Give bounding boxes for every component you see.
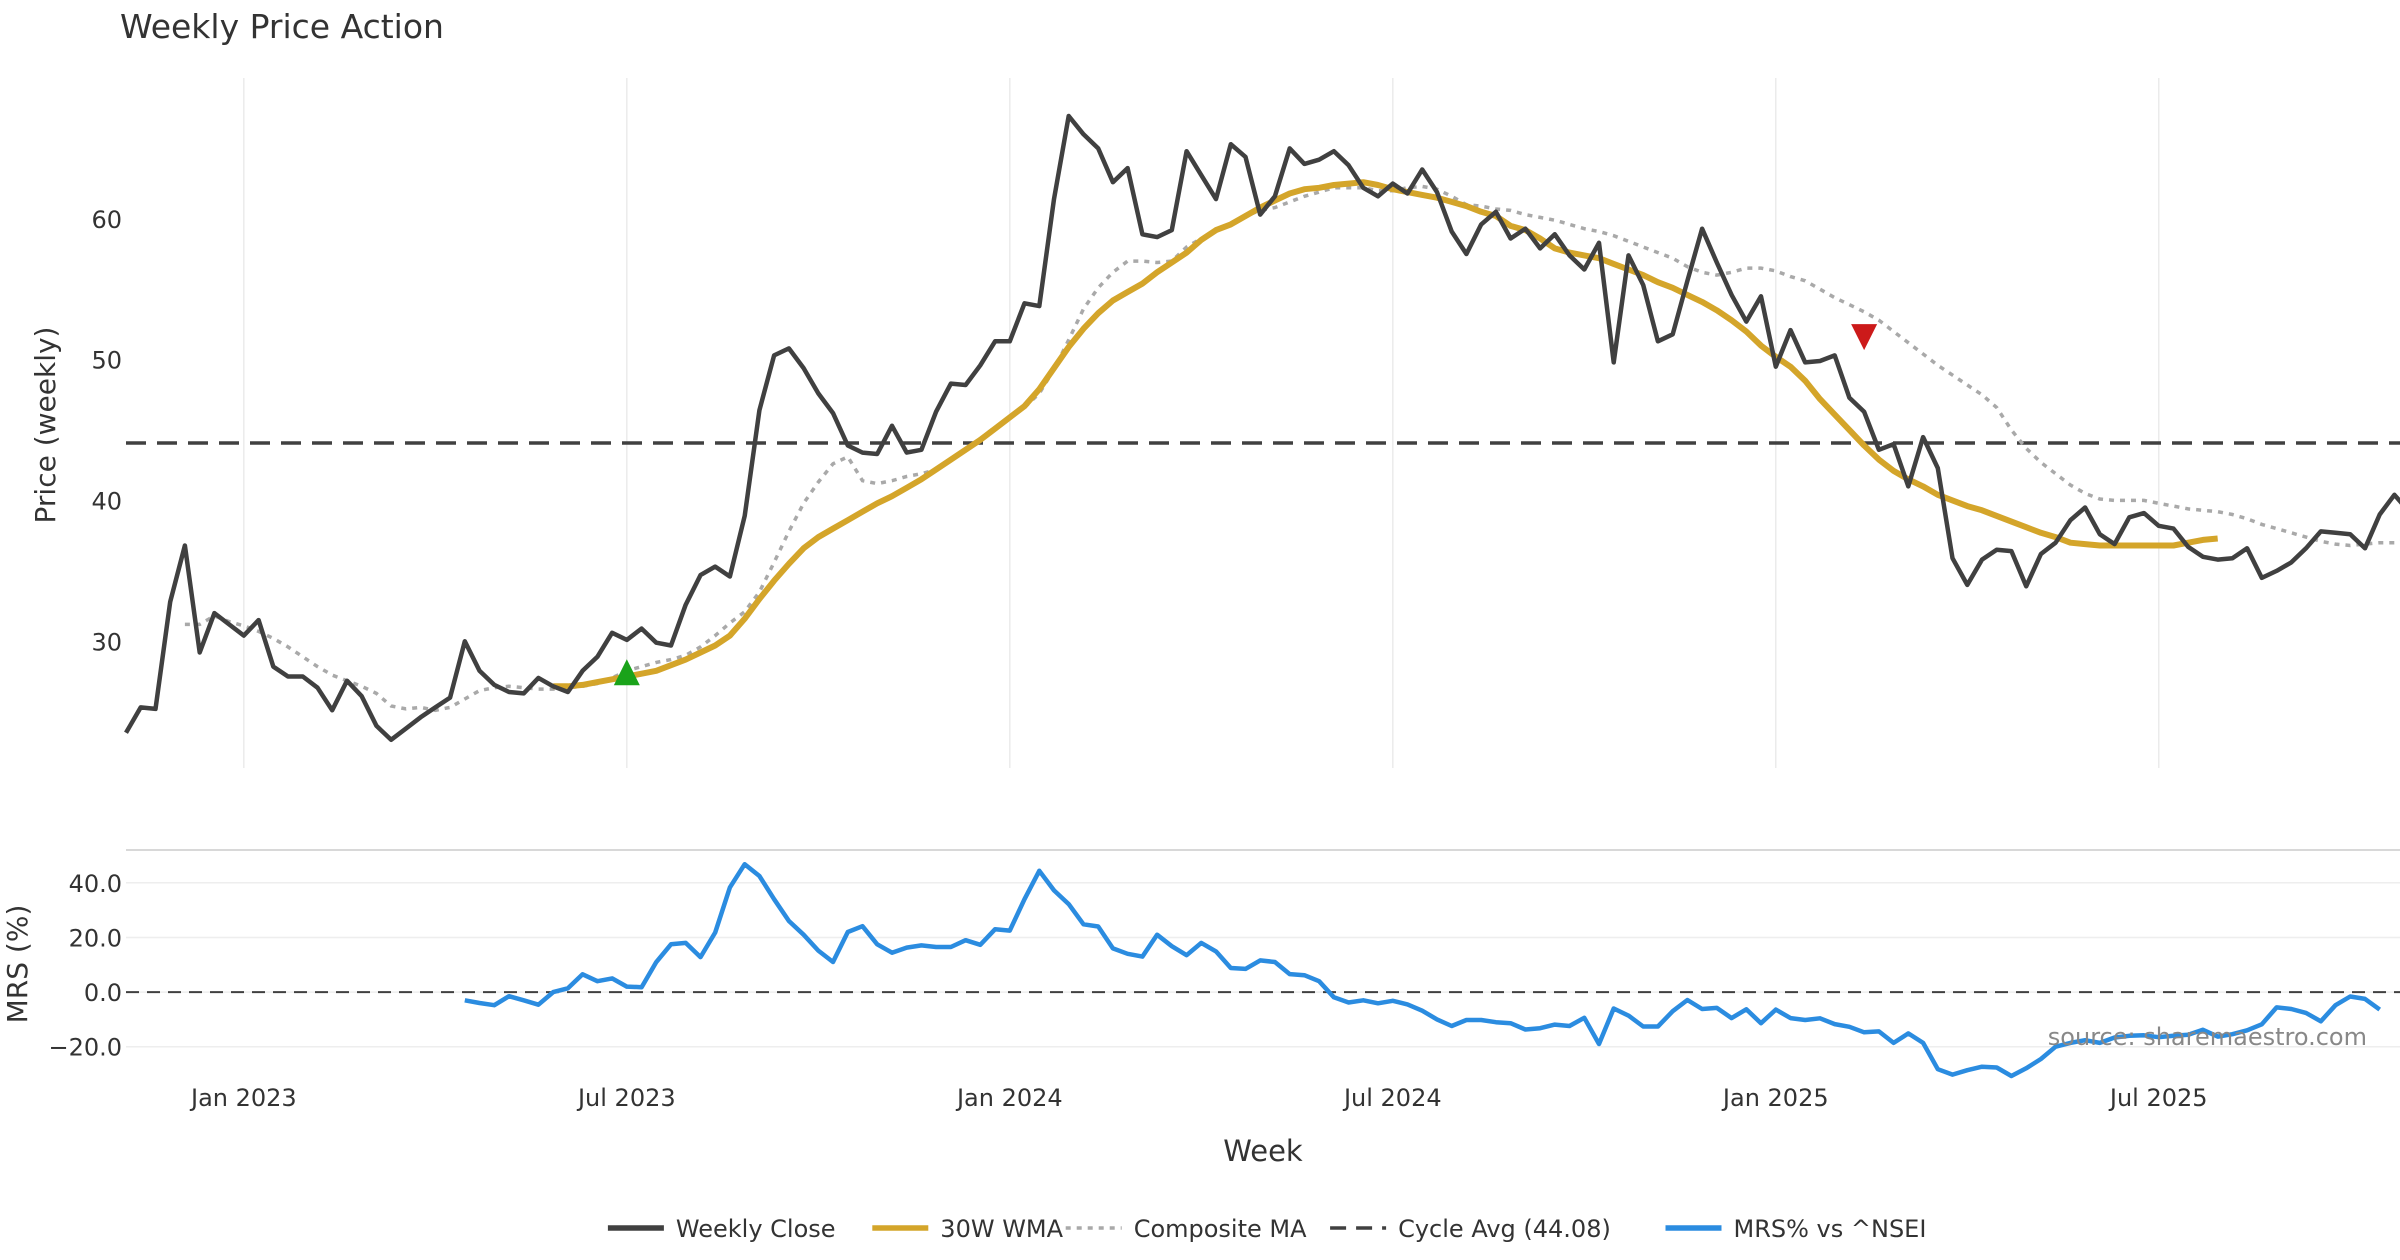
- legend: Weekly Close 30W WMA Composite MA Cycle Avg…: [607, 1215, 1927, 1243]
- price-gridlines: [243, 78, 2160, 768]
- price-y-tick-label: 40: [91, 487, 122, 515]
- x-tick-label: Jan 2025: [1721, 1084, 1829, 1112]
- mrs-line: [464, 861, 2382, 1079]
- x-tick-label: Jul 2023: [576, 1084, 676, 1112]
- legend-item: MRS% vs ^NSEI: [1665, 1215, 1927, 1243]
- price-panel: 30 40 50 60 Price (weekly): [29, 78, 2400, 768]
- sell-signal-marker: [1851, 324, 1878, 351]
- source-watermark: source: sharemaestro.com: [2048, 1023, 2367, 1051]
- wma-30w-line: [553, 179, 2218, 690]
- mrs-y-tick-label: 20.0: [69, 924, 122, 952]
- buy-signal-marker: [613, 659, 640, 686]
- mrs-y-axis-label: MRS (%): [1, 905, 34, 1024]
- legend-label: Composite MA: [1134, 1215, 1307, 1243]
- mrs-y-tick-label: −20.0: [48, 1034, 122, 1062]
- legend-label: Cycle Avg (44.08): [1398, 1215, 1611, 1243]
- x-axis-label: Week: [1223, 1134, 1303, 1168]
- chart-title: Weekly Price Action: [120, 7, 444, 46]
- x-tick-label: Jan 2023: [189, 1084, 297, 1112]
- price-y-tick-label: 30: [91, 628, 122, 656]
- legend-item: Weekly Close: [607, 1215, 836, 1243]
- x-tick-label: Jul 2025: [2108, 1084, 2208, 1112]
- legend-item: Cycle Avg (44.08): [1330, 1215, 1611, 1243]
- legend-label: 30W WMA: [940, 1215, 1063, 1243]
- price-y-ticks: 30 40 50 60: [91, 206, 122, 656]
- signal-markers: [613, 324, 1878, 686]
- x-tick-label: Jan 2024: [955, 1084, 1063, 1112]
- mrs-y-tick-label: 40.0: [69, 870, 122, 898]
- price-y-axis-label: Price (weekly): [29, 327, 62, 524]
- mrs-y-tick-label: 0.0: [84, 979, 122, 1007]
- legend-label: Weekly Close: [676, 1215, 836, 1243]
- weekly-close-line: [124, 113, 2400, 743]
- price-y-tick-label: 50: [91, 347, 122, 375]
- mrs-panel: −20.0 0.0 20.0 40.0 MRS (%) source: sharema…: [1, 849, 2400, 1079]
- x-tick-label: Jul 2024: [1342, 1084, 1442, 1112]
- x-axis-ticks: Jan 2023 Jul 2023 Jan 2024 Jul 2024 Jan 2025…: [189, 1084, 2208, 1112]
- mrs-y-ticks: −20.0 0.0 20.0 40.0: [48, 870, 122, 1062]
- legend-item: 30W WMA: [872, 1215, 1064, 1243]
- price-y-tick-label: 60: [91, 206, 122, 234]
- legend-label: MRS% vs ^NSEI: [1734, 1215, 1927, 1243]
- legend-item: Composite MA: [1065, 1215, 1307, 1243]
- composite-ma-line: [184, 184, 2400, 713]
